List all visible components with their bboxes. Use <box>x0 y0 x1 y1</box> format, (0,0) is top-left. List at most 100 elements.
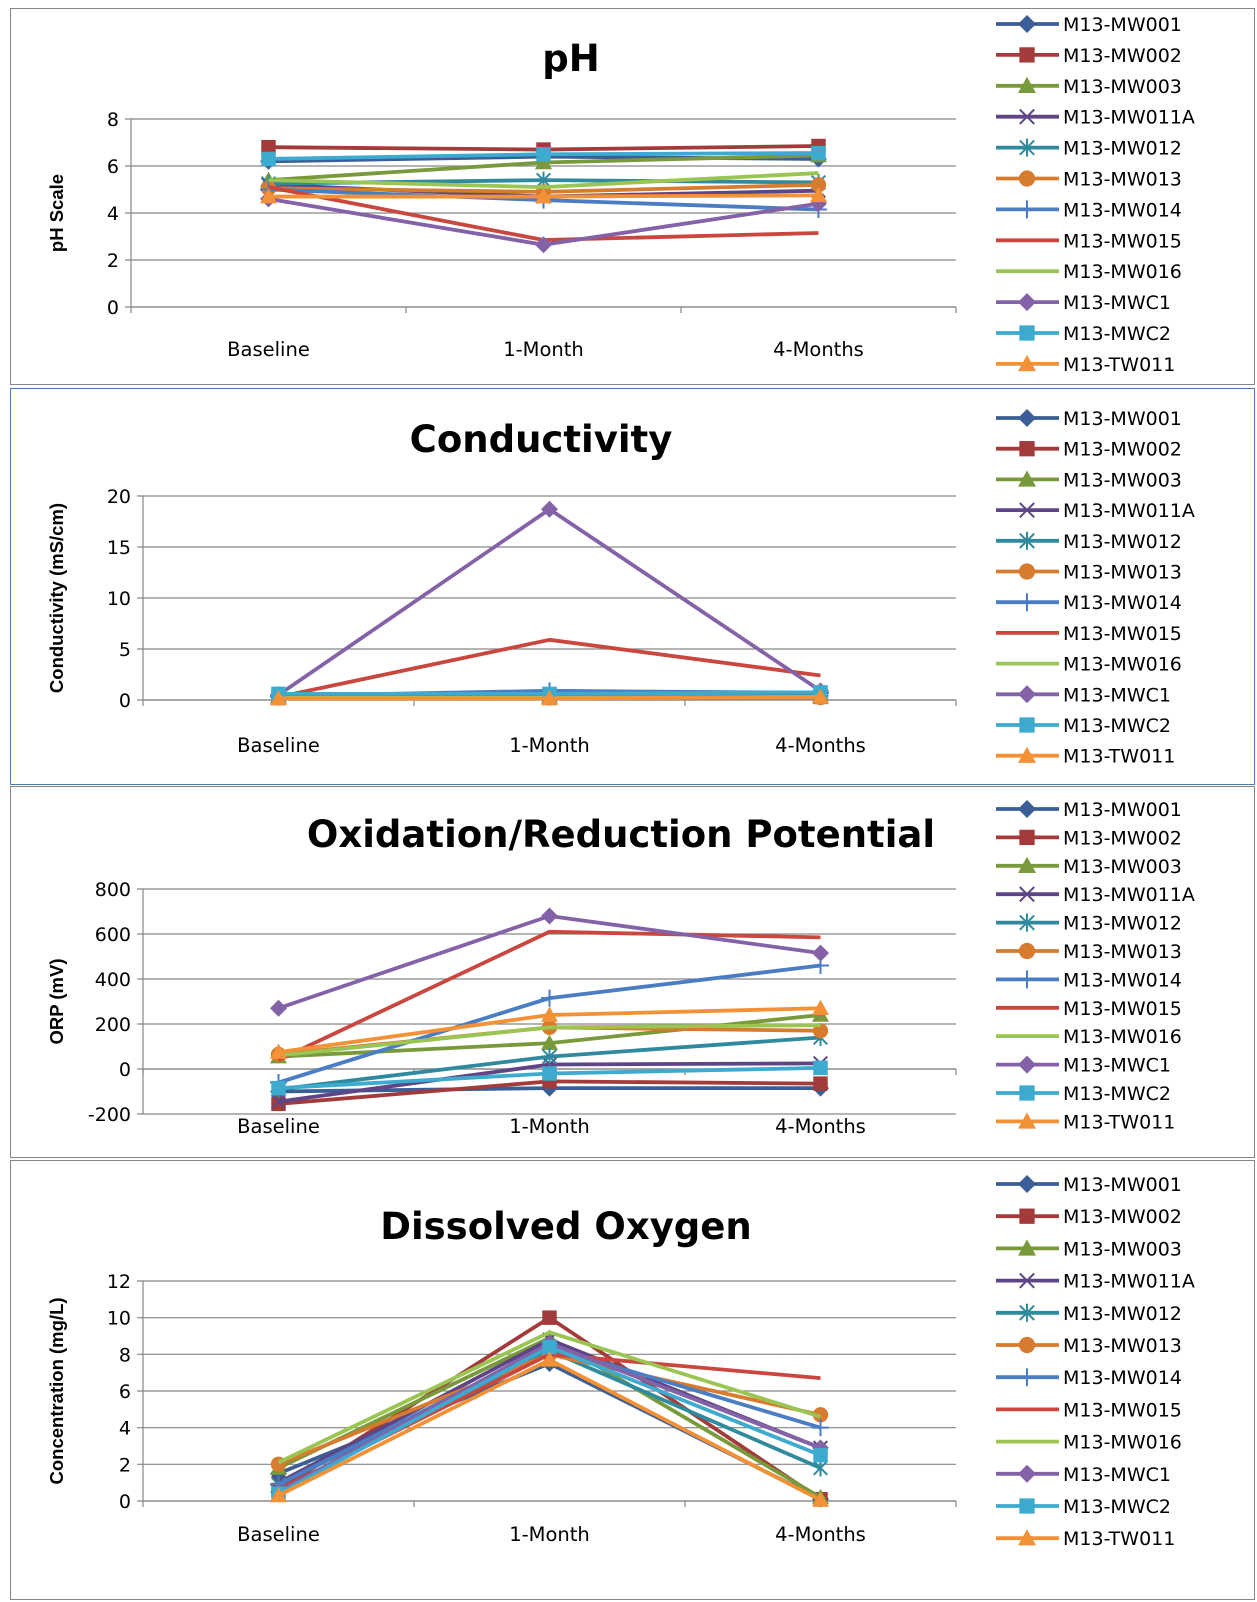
ph-chart-svg: pH pH Scale 0 2 4 6 8 Baseline 1-Month 4-Months M1… <box>46 14 1195 376</box>
series-m13-mw016 <box>268 171 819 190</box>
x-category-label: 1-Month <box>509 1523 590 1546</box>
legend-entry: M13-MW013 <box>996 1335 1182 1357</box>
legend-label: M13-MW001 <box>1063 1174 1182 1196</box>
data-point <box>541 1351 558 1367</box>
data-point <box>535 153 552 170</box>
y-tick-label: 400 <box>95 969 131 991</box>
legend-label: M13-MW011A <box>1063 884 1195 906</box>
legend-label: M13-MW014 <box>1063 592 1182 614</box>
legend-entry: M13-MWC1 <box>996 1464 1171 1486</box>
legend-entry: M13-MW012 <box>996 913 1182 935</box>
data-point <box>541 1048 558 1066</box>
data-point <box>812 1439 829 1457</box>
dissolved-oxygen-chart-panel[interactable]: Dissolved Oxygen Concentration (mg/L) 0 2 4 6… <box>10 1160 1255 1600</box>
y-tick-label: 20 <box>107 486 131 508</box>
legend-entry: M13-MW014 <box>996 199 1182 221</box>
series-m13-mw015 <box>278 637 821 699</box>
legend-entry: M13-MW002 <box>996 1206 1182 1228</box>
y-tick-label: 8 <box>107 109 119 131</box>
data-point <box>271 1096 286 1112</box>
legend-marker <box>1018 942 1036 960</box>
legend-entry: M13-MW011A <box>996 107 1195 129</box>
y-tick-label: 0 <box>107 297 119 319</box>
legend-entry: M13-TW011 <box>996 1111 1175 1133</box>
series-m13-mwc1 <box>270 907 829 1017</box>
legend-marker <box>1019 531 1035 550</box>
legend-label: M13-MW014 <box>1063 199 1182 221</box>
legend-label: M13-MW002 <box>1063 439 1182 461</box>
legend-entry: M13-MWC2 <box>996 323 1171 345</box>
y-tick-label: 8 <box>119 1344 131 1366</box>
legend-marker <box>1019 441 1035 457</box>
legend-entry: M13-MW016 <box>996 1026 1182 1048</box>
x-category-label: 1-Month <box>509 734 590 757</box>
legend-entry: M13-MW012 <box>996 1303 1182 1325</box>
legend-label: M13-MW003 <box>1063 76 1182 98</box>
legend-label: M13-MW015 <box>1063 998 1182 1020</box>
data-point <box>270 999 287 1017</box>
data-point <box>812 1491 829 1507</box>
legend-entry: M13-TW011 <box>996 746 1175 768</box>
legend-entry: M13-MW016 <box>996 654 1182 676</box>
data-point <box>542 1310 557 1325</box>
legend-entry: M13-MW003 <box>996 469 1182 491</box>
x-category-label: Baseline <box>237 1523 320 1546</box>
legend-label: M13-MWC2 <box>1063 1496 1171 1518</box>
y-axis-label: Concentration (mg/L) <box>46 1297 67 1484</box>
conductivity-chart-panel[interactable]: Conductivity Conductivity (mS/cm) 0 5 10 15 20… <box>10 388 1255 785</box>
y-tick-label: 2 <box>119 1454 131 1476</box>
data-point <box>541 689 558 706</box>
data-point <box>813 1060 828 1076</box>
series-m13-mwc2 <box>261 145 826 167</box>
y-axis-label: Conductivity (mS/cm) <box>46 503 67 693</box>
series-line <box>277 929 821 1062</box>
legend-marker <box>1018 409 1036 427</box>
legend-entry: M13-MWC2 <box>996 715 1171 737</box>
data-point <box>535 188 552 204</box>
ph-chart-panel[interactable]: pH pH Scale 0 2 4 6 8 Baseline 1-Month 4-Months M1… <box>10 8 1255 385</box>
legend-entry: M13-MW015 <box>996 230 1182 252</box>
legend-marker <box>1019 913 1035 932</box>
series-line <box>277 1330 822 1465</box>
legend-marker <box>1019 886 1035 903</box>
legend-marker <box>1018 354 1036 372</box>
legend-marker <box>1019 829 1035 846</box>
legend-label: M13-MWC1 <box>1063 684 1171 706</box>
data-point <box>270 1094 287 1110</box>
y-tick-label: 6 <box>119 1381 131 1403</box>
series-m13-mwc2 <box>271 1060 828 1096</box>
legend-marker <box>1019 1085 1035 1101</box>
legend-entry: M13-MW002 <box>996 827 1182 849</box>
y-tick-label: 4 <box>119 1418 131 1440</box>
series-m13-tw011 <box>270 999 829 1059</box>
legend-label: M13-MWC1 <box>1063 1055 1171 1077</box>
chart-title: Oxidation/Reduction Potential <box>307 813 935 856</box>
legend-label: M13-MW015 <box>1063 230 1182 252</box>
legend-entry: M13-MW013 <box>996 941 1182 963</box>
legend-label: M13-MW014 <box>1063 1367 1182 1389</box>
legend-marker <box>1018 1464 1036 1483</box>
y-tick-label: 15 <box>107 537 131 559</box>
legend-entry: M13-MW015 <box>996 623 1182 645</box>
legend-entry: M13-MW003 <box>996 76 1182 98</box>
series-m13-tw011 <box>270 688 829 706</box>
legend-label: M13-MW013 <box>1063 169 1182 191</box>
legend-marker <box>1018 1112 1036 1129</box>
legend-entry: M13-MW001 <box>996 408 1182 430</box>
legend-entry: M13-TW011 <box>996 354 1175 376</box>
legend-marker <box>1018 170 1036 187</box>
legend-marker <box>1018 15 1036 33</box>
legend-entry: M13-MW001 <box>996 799 1182 821</box>
legend-marker <box>1018 76 1036 93</box>
series-line <box>278 1023 821 1058</box>
legend-marker <box>1019 1498 1035 1514</box>
legend-marker <box>1019 47 1035 63</box>
x-category-label: 4-Months <box>775 734 866 757</box>
data-point <box>542 1066 557 1081</box>
data-point <box>541 989 558 1007</box>
legend-marker <box>1018 1336 1036 1354</box>
y-tick-label: 800 <box>95 879 131 901</box>
data-point <box>261 139 276 155</box>
legend-entry: M13-MW012 <box>996 138 1182 160</box>
orp-chart-panel[interactable]: Oxidation/Reduction Potential ORP (mV) -20… <box>10 786 1255 1158</box>
